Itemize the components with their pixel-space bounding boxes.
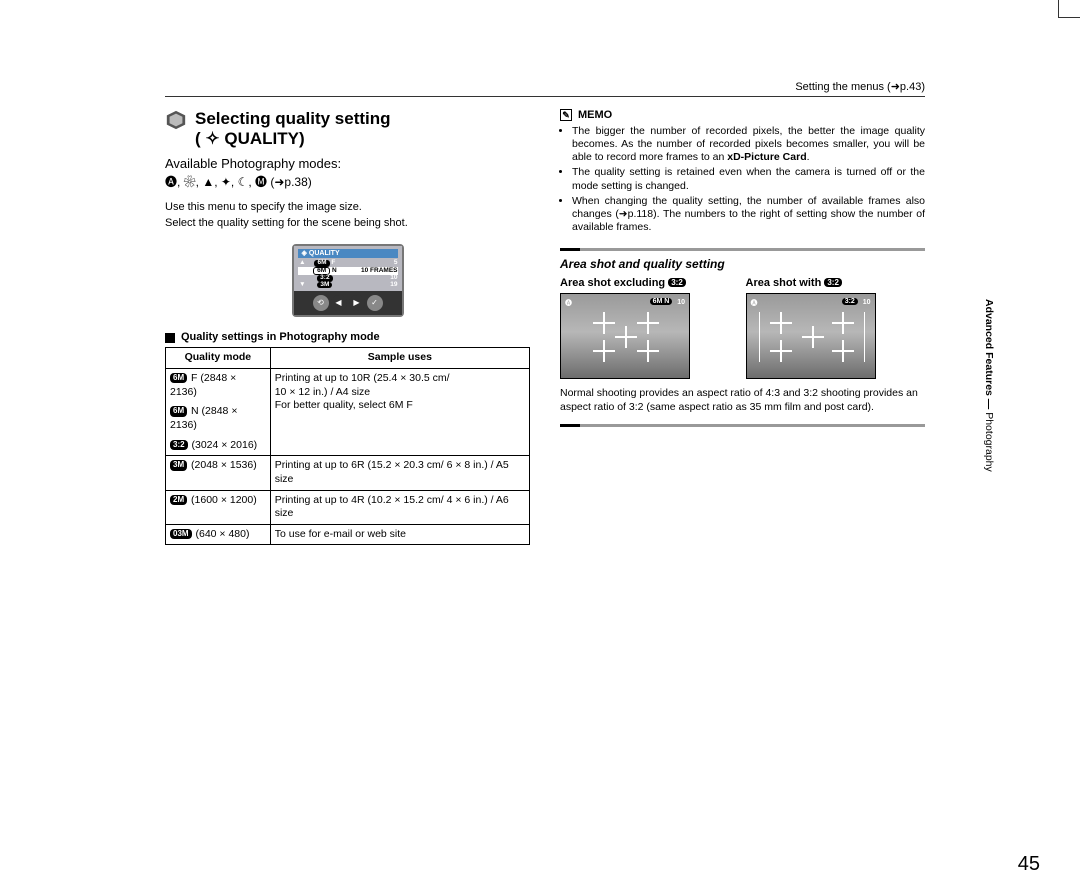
lcd-title: QUALITY xyxy=(309,250,340,257)
mode-icons: 🅐, ❀, ▲, ✦, ☾, 🅜 (➜p.38) xyxy=(165,173,530,190)
subtitle: Available Photography modes: xyxy=(165,156,530,171)
table-heading: Quality settings in Photography mode xyxy=(181,331,380,343)
section-divider xyxy=(560,248,925,251)
page-number: 45 xyxy=(1018,853,1040,876)
section-title: Area shot and quality setting xyxy=(560,257,925,271)
th-uses: Sample uses xyxy=(270,348,529,369)
square-icon xyxy=(165,333,175,343)
memo-item: The quality setting is retained even whe… xyxy=(572,166,925,192)
right-column: ✎ MEMO The bigger the number of recorded… xyxy=(560,109,925,545)
area-caption: Normal shooting provides an aspect ratio… xyxy=(560,387,925,414)
section-divider xyxy=(560,424,925,427)
memo-list: The bigger the number of recorded pixels… xyxy=(560,125,925,234)
breadcrumb: Setting the menus (➜p.43) xyxy=(165,80,925,97)
page: Setting the menus (➜p.43) Selecting qual… xyxy=(165,80,925,545)
lcd-badge: 6M xyxy=(314,260,329,267)
area-heading-1: Area shot excluding 3:2 xyxy=(560,277,740,289)
th-mode: Quality mode xyxy=(166,348,271,369)
left-column: Selecting quality setting ( ✧ QUALITY) A… xyxy=(165,109,530,545)
memo-item: When changing the quality setting, the n… xyxy=(572,195,925,234)
area-heading-2: Area shot with 3:2 xyxy=(746,277,926,289)
memo-label: MEMO xyxy=(578,109,612,121)
thumb-3-2: 🅐 3:2 10 xyxy=(746,293,876,379)
thumb-4-3: 🅐 6M N 10 xyxy=(560,293,690,379)
hex-icon xyxy=(165,109,187,131)
body-line2: Select the quality setting for the scene… xyxy=(165,216,530,230)
lcd-screenshot: ◈QUALITY ▲6M F5 6M N10 FRAMES 3:210 ▼3M1… xyxy=(292,244,404,317)
quality-table: Quality mode Sample uses 6M F (2848 × 21… xyxy=(165,347,530,545)
side-tab: Advanced Features — Photography xyxy=(983,299,995,472)
memo-icon: ✎ xyxy=(560,109,572,121)
page-title-line1: Selecting quality setting xyxy=(195,109,391,129)
crop-mark xyxy=(1058,0,1080,18)
page-title-line2: ( ✧ QUALITY) xyxy=(195,129,391,149)
memo-item: The bigger the number of recorded pixels… xyxy=(572,125,925,164)
body-line1: Use this menu to specify the image size. xyxy=(165,200,530,214)
